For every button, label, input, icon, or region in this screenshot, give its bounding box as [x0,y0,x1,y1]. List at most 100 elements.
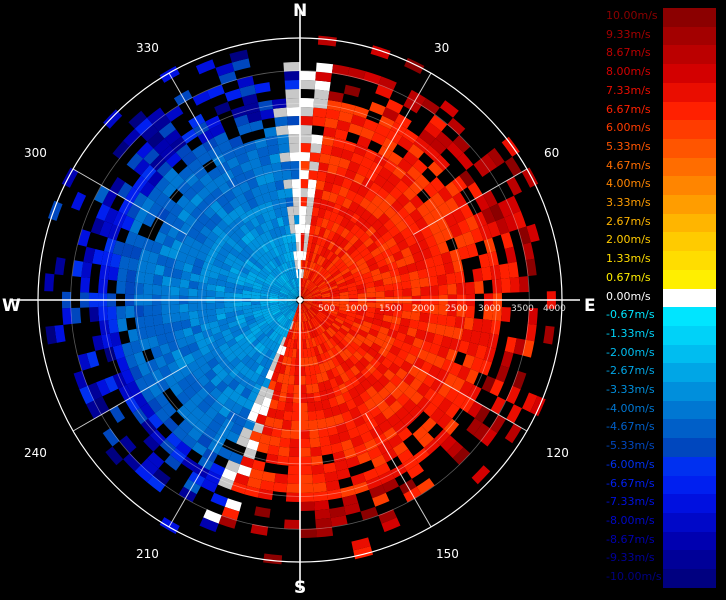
velocity-cell [219,323,230,332]
velocity-cell [287,347,294,358]
velocity-cell [302,312,307,322]
velocity-cell [276,245,284,256]
legend-label: 8.67m/s [606,46,651,60]
velocity-cell [430,192,446,208]
velocity-cell [421,98,440,115]
velocity-cell [127,328,139,343]
velocity-cell [227,320,238,329]
velocity-cell [259,108,275,120]
velocity-cell [170,304,180,314]
velocity-cell [304,321,309,331]
velocity-cell [161,313,172,325]
velocity-cell [172,321,183,332]
velocity-cell [491,306,502,322]
velocity-cell [250,227,260,239]
velocity-cell [374,123,391,138]
velocity-cell [395,406,410,421]
velocity-cell [459,380,474,397]
velocity-cell [205,470,222,485]
velocity-cell [237,253,248,263]
velocity-cell [197,213,211,226]
velocity-cell [98,278,109,294]
velocity-cell [352,337,363,347]
velocity-cell [289,320,294,330]
velocity-cell [313,391,322,402]
velocity-cell [147,186,163,203]
velocity-cell [372,273,383,282]
velocity-cell [334,128,349,141]
velocity-cell [382,107,400,122]
velocity-cell [234,361,246,372]
velocity-cell [262,309,272,315]
velocity-cell [350,152,364,165]
velocity-cell [490,396,506,415]
legend-entry: -4.00m/s [606,400,716,420]
velocity-cell [288,311,294,320]
velocity-cell [218,405,232,418]
velocity-cell [352,414,366,427]
velocity-cell [170,136,187,153]
velocity-cell [303,292,312,298]
legend-swatch [663,45,716,65]
velocity-cell [266,181,277,193]
velocity-cell [330,243,340,254]
velocity-cell [325,315,335,323]
velocity-cell [280,316,288,326]
velocity-cell [304,330,309,340]
velocity-cell [300,339,304,350]
velocity-cell [350,114,366,128]
velocity-cell [317,35,337,47]
velocity-cell [143,305,153,317]
velocity-cell [247,197,259,210]
velocity-cell [311,273,319,283]
velocity-cell [152,314,164,326]
velocity-cell [368,182,382,195]
velocity-cell [273,107,288,118]
velocity-cell [283,318,290,328]
velocity-cell [373,279,384,287]
velocity-cell [226,156,240,170]
velocity-cell [286,356,292,367]
velocity-cell [288,293,297,299]
velocity-cell [183,399,198,413]
velocity-cell [254,137,268,150]
velocity-cell [147,251,160,265]
velocity-cell [351,537,371,551]
velocity-cell [437,241,450,255]
velocity-cell [154,231,167,245]
velocity-cell [327,230,336,241]
velocity-cell [278,326,286,336]
velocity-cell [163,266,174,278]
velocity-cell [289,270,294,280]
velocity-cell [271,98,287,109]
velocity-cell [251,238,261,249]
velocity-cell [152,284,162,296]
velocity-cell [312,263,319,273]
velocity-cell [310,347,316,357]
velocity-cell [274,208,283,219]
legend-entry: -4.67m/s [606,419,716,439]
velocity-cell [264,230,273,241]
velocity-cell [104,375,119,393]
velocity-cell [264,172,275,184]
velocity-cell [192,367,205,380]
velocity-cell [345,456,360,469]
velocity-cell [475,344,488,360]
velocity-cell [424,352,438,365]
velocity-cell [309,308,318,315]
velocity-cell [250,251,260,262]
velocity-cell [266,275,276,283]
velocity-cell [356,164,370,178]
velocity-cell [300,366,306,376]
velocity-cell [300,492,315,502]
velocity-cell [345,332,356,342]
velocity-cell [435,131,453,149]
velocity-cell [206,308,217,317]
velocity-cell [303,301,313,306]
velocity-cell [452,327,464,341]
velocity-cell [402,456,419,472]
velocity-cell [317,381,326,392]
velocity-cell [267,379,277,391]
velocity-cell [274,333,282,344]
legend-swatch [663,120,716,140]
